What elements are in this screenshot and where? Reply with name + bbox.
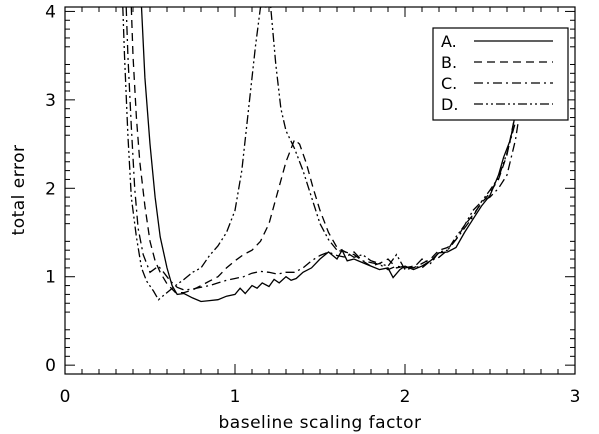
y-tick-label-2: 2 xyxy=(45,179,56,199)
legend-box xyxy=(432,27,569,121)
series-line-1 xyxy=(140,7,517,303)
series-lines xyxy=(122,7,520,303)
legend: A. B. C. D. xyxy=(432,27,569,121)
x-axis-label: baseline scaling factor xyxy=(219,413,422,433)
y-tick-label-3: 3 xyxy=(45,91,56,111)
series-line-4 xyxy=(122,7,517,301)
x-tick-label-1: 1 xyxy=(230,387,241,407)
x-tick-label-3: 3 xyxy=(570,387,581,407)
y-tick-label-0: 0 xyxy=(45,356,56,376)
tick-labels: 0 1 2 3 0 1 2 3 4 xyxy=(45,2,580,407)
series-line-3 xyxy=(125,7,520,291)
legend-label-4: D. xyxy=(441,95,458,114)
legend-label-3: C. xyxy=(441,74,457,93)
x-tick-label-0: 0 xyxy=(60,387,71,407)
y-tick-label-1: 1 xyxy=(45,268,56,288)
x-tick-label-2: 2 xyxy=(400,387,411,407)
legend-label-2: B. xyxy=(441,53,457,72)
axis-ticks xyxy=(64,7,576,374)
y-tick-label-4: 4 xyxy=(45,2,56,22)
series-line-2 xyxy=(130,7,517,294)
y-axis-label: total error xyxy=(9,145,29,236)
legend-label-1: A. xyxy=(441,32,457,51)
